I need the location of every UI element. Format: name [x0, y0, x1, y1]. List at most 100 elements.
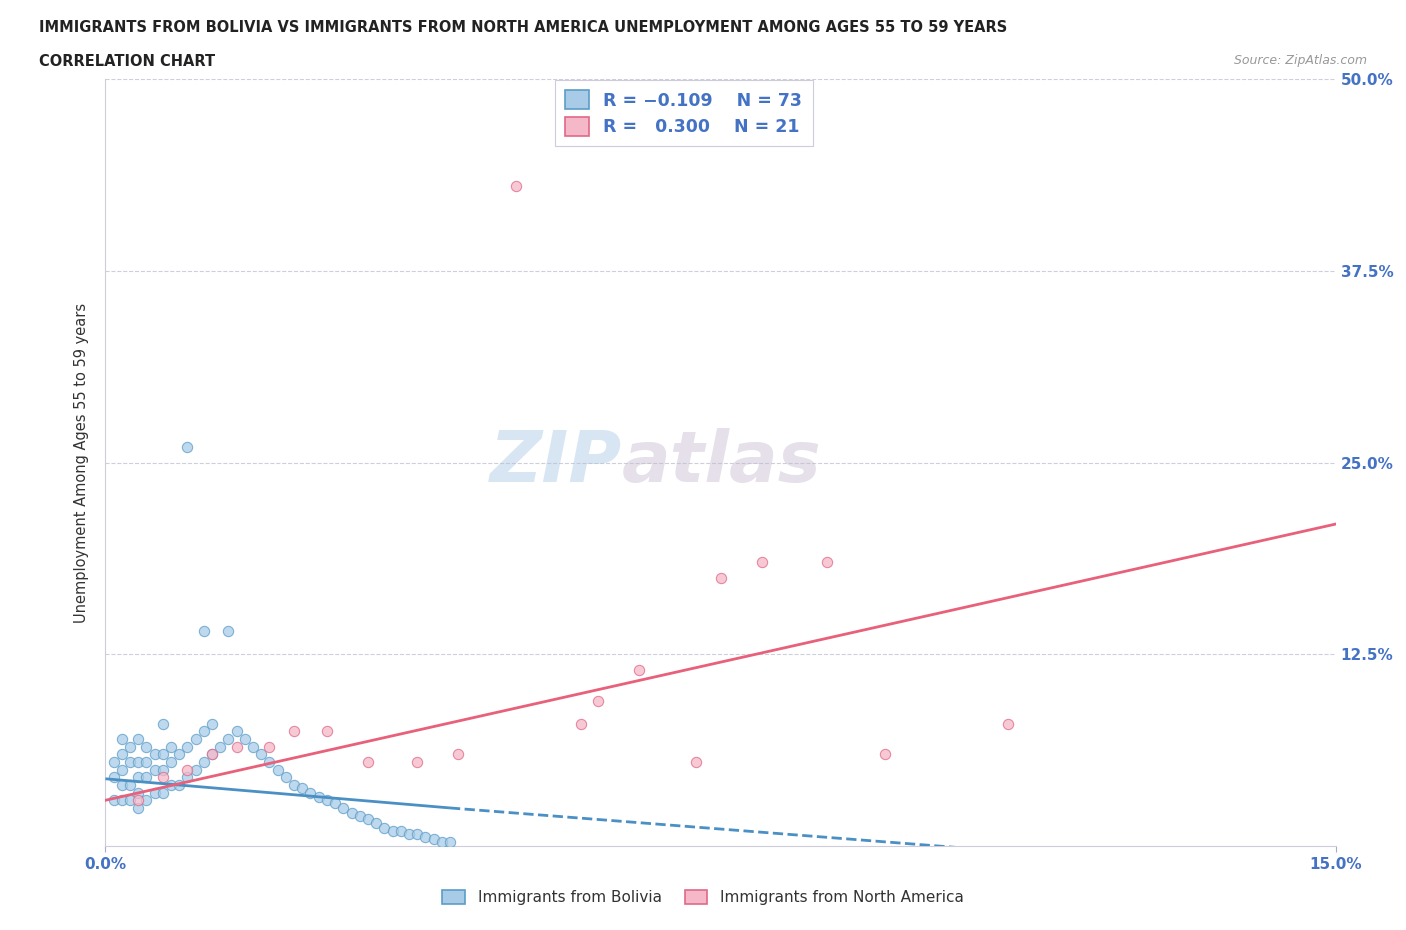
Point [152, 763, 174, 777]
Point [218, 624, 240, 639]
Text: atlas: atlas [621, 428, 823, 498]
Point [127, 770, 149, 785]
Point [366, 816, 388, 830]
Point [160, 739, 183, 754]
Point [143, 785, 166, 800]
Point [586, 693, 609, 708]
Point [169, 777, 191, 792]
Point [873, 747, 896, 762]
Legend: Immigrants from Bolivia, Immigrants from North America: Immigrants from Bolivia, Immigrants from… [436, 884, 970, 911]
Point [505, 179, 527, 194]
Point [323, 796, 346, 811]
Point [447, 747, 470, 762]
Point [120, 792, 141, 807]
Point [111, 763, 134, 777]
Point [225, 739, 247, 754]
Point [135, 739, 157, 754]
Point [316, 724, 339, 738]
Point [218, 731, 240, 746]
Point [267, 763, 290, 777]
Point [103, 754, 125, 769]
Point [103, 770, 125, 785]
Point [143, 763, 166, 777]
Point [111, 747, 134, 762]
Point [225, 724, 247, 738]
Point [120, 754, 141, 769]
Point [340, 805, 363, 820]
Point [120, 739, 141, 754]
Point [176, 763, 198, 777]
Point [406, 754, 429, 769]
Point [127, 801, 149, 816]
Y-axis label: Unemployment Among Ages 55 to 59 years: Unemployment Among Ages 55 to 59 years [75, 302, 90, 623]
Point [120, 777, 141, 792]
Text: Source: ZipAtlas.com: Source: ZipAtlas.com [1233, 54, 1367, 67]
Point [259, 739, 281, 754]
Point [160, 754, 183, 769]
Point [152, 747, 174, 762]
Point [201, 716, 224, 731]
Text: IMMIGRANTS FROM BOLIVIA VS IMMIGRANTS FROM NORTH AMERICA UNEMPLOYMENT AMONG AGES: IMMIGRANTS FROM BOLIVIA VS IMMIGRANTS FR… [39, 20, 1008, 35]
Point [176, 739, 198, 754]
Point [627, 662, 650, 677]
Text: CORRELATION CHART: CORRELATION CHART [39, 54, 215, 69]
Point [569, 716, 592, 731]
Point [283, 777, 305, 792]
Point [997, 716, 1019, 731]
Point [250, 747, 273, 762]
Point [357, 811, 380, 826]
Point [308, 790, 330, 804]
Point [398, 827, 420, 842]
Point [160, 777, 183, 792]
Point [259, 754, 281, 769]
Point [422, 831, 444, 846]
Point [389, 824, 412, 839]
Point [127, 731, 149, 746]
Point [291, 780, 314, 795]
Point [176, 770, 198, 785]
Point [201, 747, 224, 762]
Point [143, 747, 166, 762]
Point [373, 820, 395, 835]
Point [685, 754, 707, 769]
Point [201, 747, 224, 762]
Point [127, 754, 149, 769]
Point [127, 792, 149, 807]
Point [430, 834, 453, 849]
Point [111, 731, 134, 746]
Point [176, 440, 198, 455]
Point [415, 830, 437, 844]
Point [439, 834, 461, 849]
Point [152, 716, 174, 731]
Legend: R = −0.109    N = 73, R =   0.300    N = 21: R = −0.109 N = 73, R = 0.300 N = 21 [555, 80, 813, 146]
Point [111, 792, 134, 807]
Point [209, 739, 232, 754]
Point [381, 824, 404, 839]
Point [710, 570, 733, 585]
Point [152, 770, 174, 785]
Point [135, 754, 157, 769]
Point [193, 724, 215, 738]
Point [111, 777, 134, 792]
Point [152, 785, 174, 800]
Point [815, 555, 838, 570]
Point [332, 801, 354, 816]
Point [316, 792, 339, 807]
Point [135, 792, 157, 807]
Point [751, 555, 773, 570]
Point [233, 731, 256, 746]
Point [406, 827, 429, 842]
Point [242, 739, 264, 754]
Point [349, 808, 371, 823]
Text: ZIP: ZIP [489, 428, 621, 498]
Point [193, 624, 215, 639]
Point [135, 770, 157, 785]
Point [193, 754, 215, 769]
Point [184, 731, 207, 746]
Point [274, 770, 297, 785]
Point [299, 785, 322, 800]
Point [184, 763, 207, 777]
Point [103, 792, 125, 807]
Point [357, 754, 380, 769]
Point [169, 747, 191, 762]
